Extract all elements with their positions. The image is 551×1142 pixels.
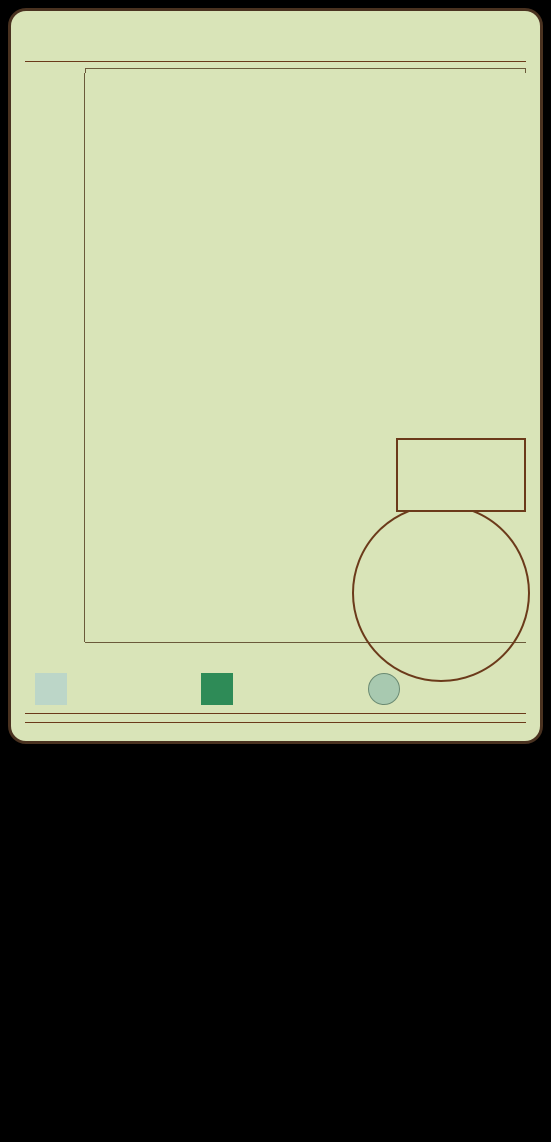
legend-item-old (201, 673, 359, 705)
divider-2 (25, 713, 526, 714)
legend-item-total (35, 673, 193, 705)
page-title (25, 25, 526, 53)
callout-circle (352, 504, 530, 682)
site-credit (0, 752, 551, 764)
divider (25, 61, 526, 62)
legend-swatch-pct (368, 673, 400, 705)
chart-area (45, 73, 526, 643)
legend-swatch-light (35, 673, 67, 705)
legend-swatch-dark (201, 673, 233, 705)
plot-area (85, 73, 526, 643)
infographic-card (8, 8, 543, 744)
divider-3 (25, 722, 526, 723)
callout-box (396, 438, 526, 512)
y-axis (53, 73, 85, 642)
